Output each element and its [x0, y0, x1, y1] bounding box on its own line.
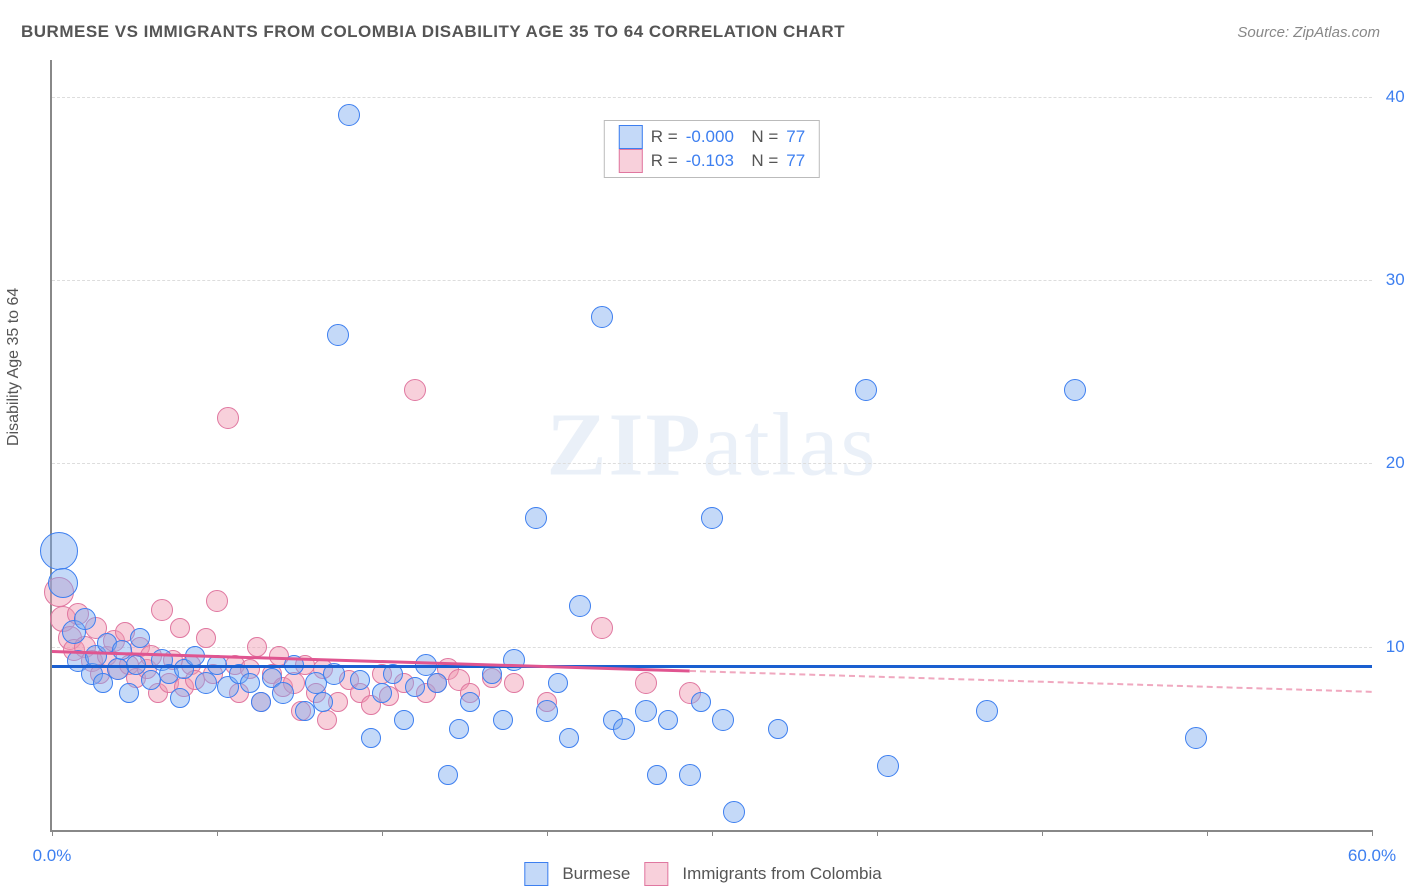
data-point	[251, 692, 271, 712]
data-point	[130, 628, 150, 648]
data-point	[438, 765, 458, 785]
legend-swatch-blue	[524, 862, 548, 886]
source-attr: Source: ZipAtlas.com	[1237, 24, 1380, 41]
data-point	[170, 688, 190, 708]
watermark: ZIPatlas	[547, 394, 878, 497]
data-point	[548, 673, 568, 693]
y-tick-label: 40.0%	[1386, 87, 1406, 107]
data-point	[427, 673, 447, 693]
data-point	[504, 673, 524, 693]
legend-swatch-pink	[644, 862, 668, 886]
data-point	[48, 568, 78, 598]
data-point	[635, 672, 657, 694]
data-point	[313, 692, 333, 712]
data-point	[701, 507, 723, 529]
data-point	[404, 379, 426, 401]
data-point	[536, 700, 558, 722]
data-point	[460, 692, 480, 712]
data-point	[372, 683, 392, 703]
data-point	[679, 764, 701, 786]
regression-line	[690, 670, 1372, 693]
data-point	[768, 719, 788, 739]
data-point	[591, 306, 613, 328]
data-point	[151, 599, 173, 621]
scatter-plot: ZIPatlas R = -0.000 N = 77 R = -0.103 N …	[50, 60, 1372, 832]
chart-title: BURMESE VS IMMIGRANTS FROM COLOMBIA DISA…	[21, 22, 845, 42]
data-point	[712, 709, 734, 731]
data-point	[195, 672, 217, 694]
data-point	[338, 104, 360, 126]
data-point	[449, 719, 469, 739]
data-point	[40, 532, 78, 570]
y-tick-label: 10.0%	[1386, 637, 1406, 657]
regression-line	[52, 665, 1372, 668]
y-tick-label: 20.0%	[1386, 453, 1406, 473]
data-point	[525, 507, 547, 529]
data-point	[196, 628, 216, 648]
legend-swatch-blue	[619, 125, 643, 149]
data-point	[217, 407, 239, 429]
data-point	[691, 692, 711, 712]
data-point	[658, 710, 678, 730]
data-point	[350, 670, 370, 690]
x-tick-label: 60.0%	[1348, 846, 1396, 866]
data-point	[240, 673, 260, 693]
data-point	[723, 801, 745, 823]
y-axis-title: Disability Age 35 to 64	[5, 288, 23, 446]
data-point	[317, 710, 337, 730]
data-point	[591, 617, 613, 639]
data-point	[976, 700, 998, 722]
data-point	[361, 728, 381, 748]
data-point	[559, 728, 579, 748]
data-point	[855, 379, 877, 401]
data-point	[247, 637, 267, 657]
data-point	[613, 718, 635, 740]
data-point	[877, 755, 899, 777]
x-tick-label: 0.0%	[33, 846, 72, 866]
y-tick-label: 30.0%	[1386, 270, 1406, 290]
data-point	[119, 683, 139, 703]
corr-legend: R = -0.000 N = 77 R = -0.103 N = 77	[604, 120, 820, 178]
data-point	[569, 595, 591, 617]
data-point	[327, 324, 349, 346]
data-point	[1064, 379, 1086, 401]
data-point	[405, 677, 425, 697]
legend-swatch-pink	[619, 149, 643, 173]
data-point	[1185, 727, 1207, 749]
data-point	[394, 710, 414, 730]
series-legend: Burmese Immigrants from Colombia	[524, 862, 881, 886]
data-point	[206, 590, 228, 612]
data-point	[272, 682, 294, 704]
data-point	[493, 710, 513, 730]
data-point	[635, 700, 657, 722]
data-point	[74, 608, 96, 630]
data-point	[170, 618, 190, 638]
data-point	[647, 765, 667, 785]
